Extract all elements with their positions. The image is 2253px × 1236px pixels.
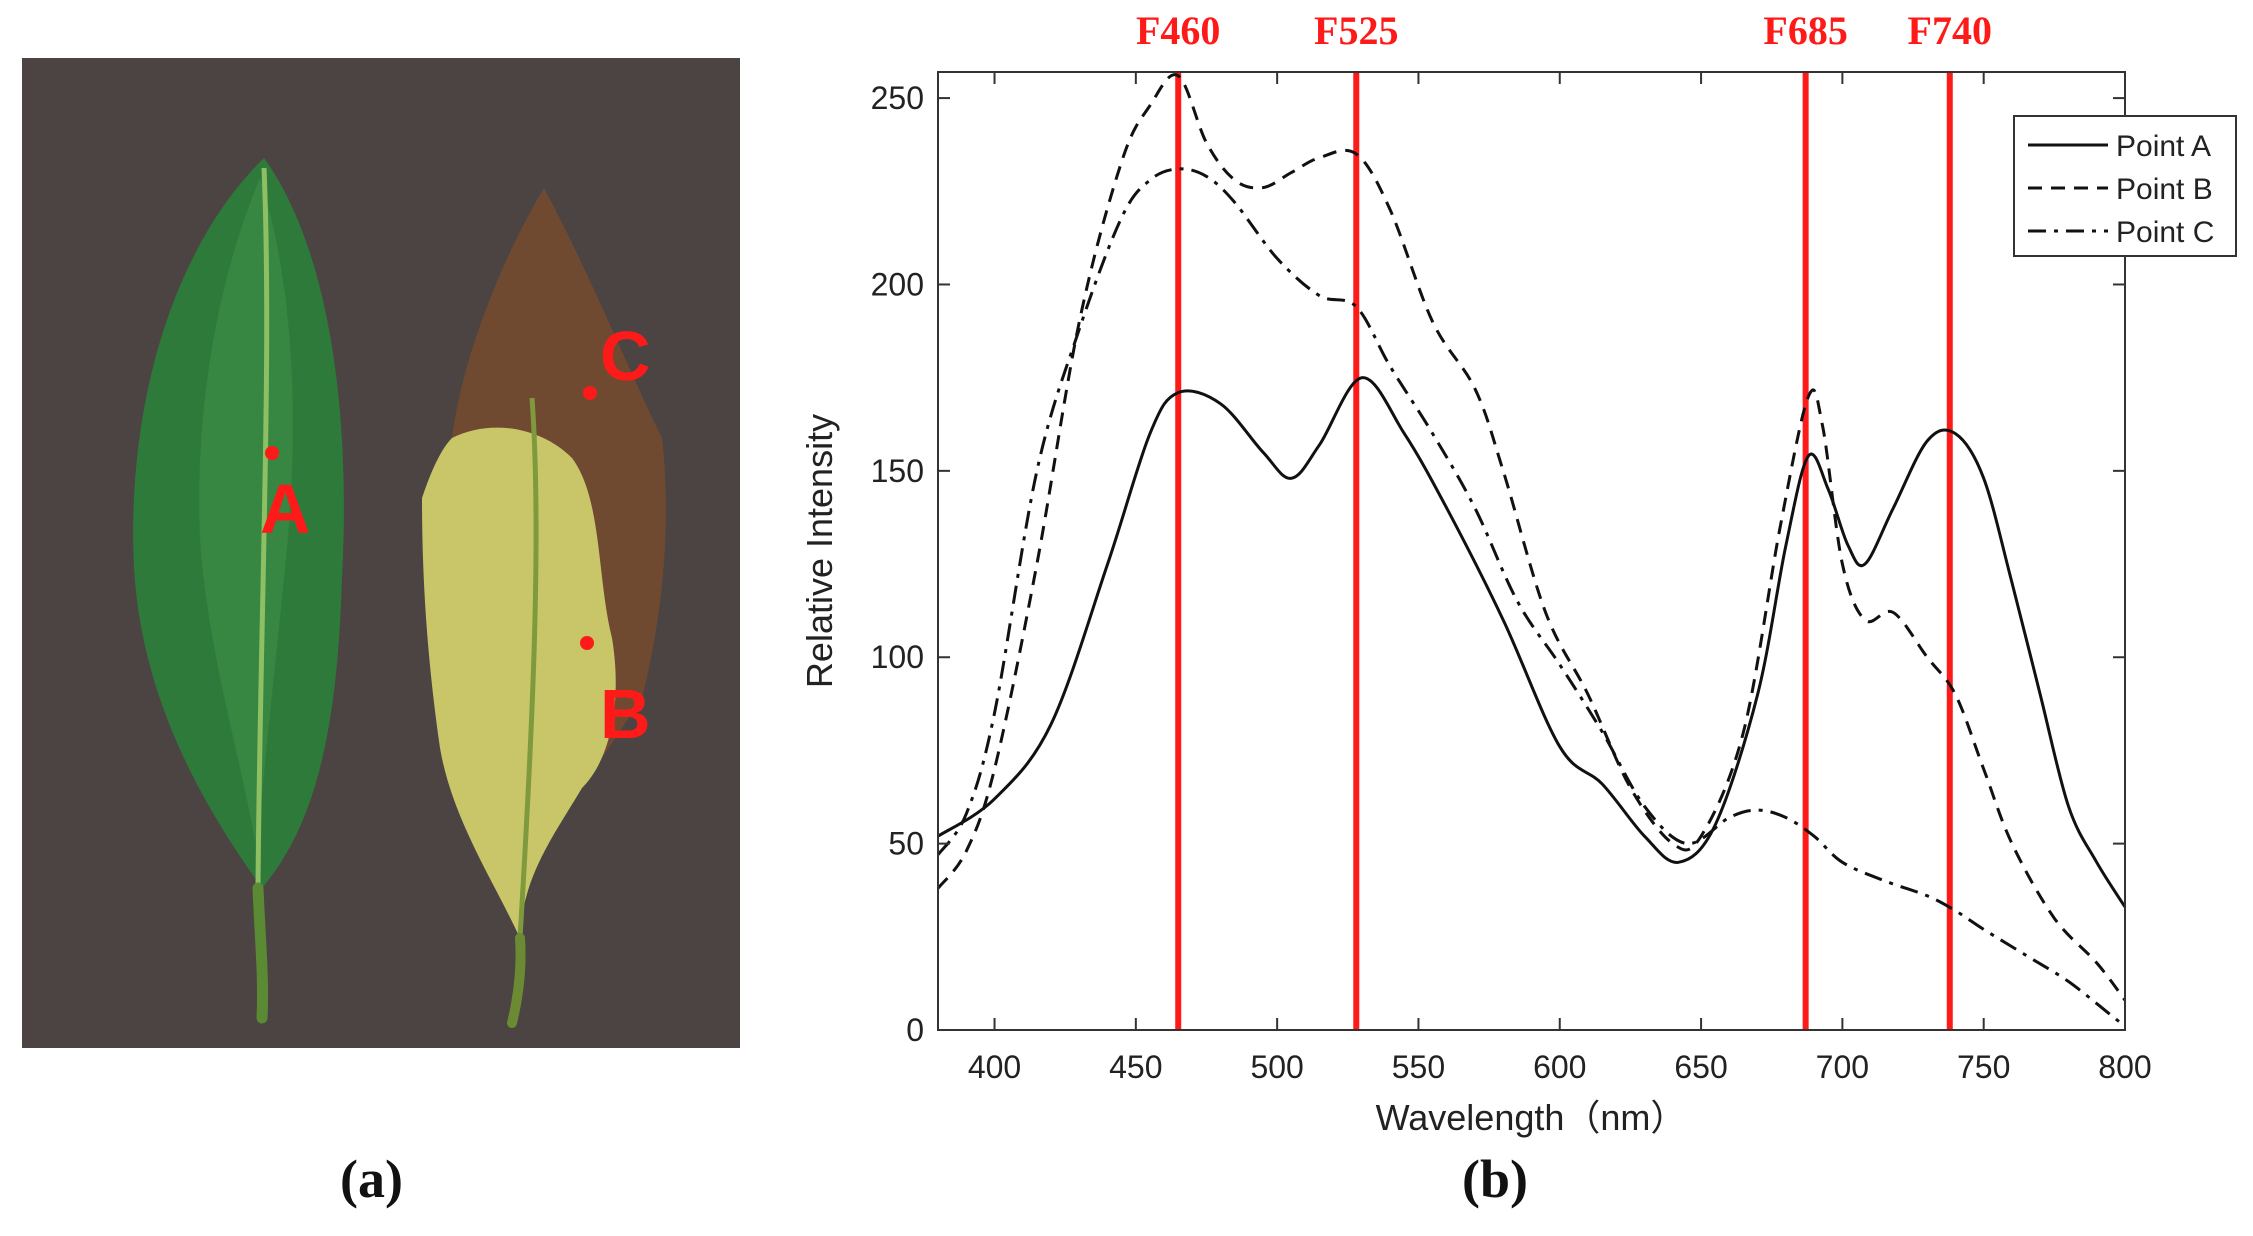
leaf-photo-panel: A B C: [22, 58, 740, 1048]
panel-a-caption: (a): [340, 1149, 403, 1209]
point-label-b: B: [600, 675, 651, 753]
marker-a: [265, 446, 279, 460]
reference-label-f685: F685: [1763, 8, 1847, 53]
diseased-leaf-stem: [507, 933, 526, 1028]
series-line-point-a: [937, 376, 2127, 908]
y-tick-label: 150: [871, 453, 924, 489]
series-line-point-c: [936, 167, 2126, 1028]
y-axis-label: Relative Intensity: [799, 414, 840, 688]
y-tick-label: 200: [871, 266, 924, 302]
healthy-leaf-midrib: [255, 167, 270, 889]
y-axis-ticks: 0 50 100 150 200 250: [871, 80, 2125, 1048]
x-tick-label: 550: [1392, 1049, 1445, 1085]
reference-label-f460: F460: [1136, 8, 1220, 53]
point-label-c: C: [600, 317, 651, 395]
healthy-leaf-highlight: [199, 178, 293, 858]
y-tick-label: 0: [906, 1012, 924, 1048]
reference-line-labels: F460 F525 F685 F740: [1136, 8, 1992, 53]
plot-frame: [937, 71, 2126, 1031]
healthy-leaf-stem: [252, 882, 269, 1024]
marker-b: [580, 636, 594, 650]
x-tick-label: 750: [1957, 1049, 2010, 1085]
legend: Point A Point B Point C: [2013, 115, 2237, 257]
y-tick-label: 100: [871, 639, 924, 675]
x-axis-ticks: 400 450 500 550 600 650 700 750 800: [968, 72, 2152, 1085]
x-tick-label: 450: [1109, 1049, 1162, 1085]
x-tick-label: 700: [1816, 1049, 1869, 1085]
marker-c: [583, 386, 597, 400]
diseased-leaf-yellow-area: [422, 427, 616, 938]
panel-b-caption: (b): [1462, 1149, 1528, 1209]
series-lines: [936, 73, 2127, 1028]
legend-label: Point C: [2116, 216, 2214, 249]
x-tick-label: 650: [1674, 1049, 1727, 1085]
diseased-leaf-midrib: [517, 397, 539, 939]
x-tick-label: 800: [2098, 1049, 2151, 1085]
y-tick-label: 50: [888, 826, 924, 862]
legend-box: [2013, 115, 2237, 257]
reference-lines: [1175, 72, 1953, 1030]
x-tick-label: 600: [1533, 1049, 1586, 1085]
legend-label: Point A: [2116, 130, 2211, 163]
reference-label-f525: F525: [1314, 8, 1398, 53]
reference-label-f740: F740: [1908, 8, 1992, 53]
point-label-a: A: [260, 470, 311, 548]
x-axis-label: Wavelength（nm）: [1376, 1097, 1687, 1138]
spectrum-chart: F460 F525 F685 F740 400 450 500 550 600 650 700 75…: [799, 8, 2237, 1138]
x-tick-label: 500: [1250, 1049, 1303, 1085]
legend-label: Point B: [2116, 173, 2213, 206]
y-tick-label: 250: [871, 80, 924, 116]
x-tick-label: 400: [968, 1049, 1021, 1085]
